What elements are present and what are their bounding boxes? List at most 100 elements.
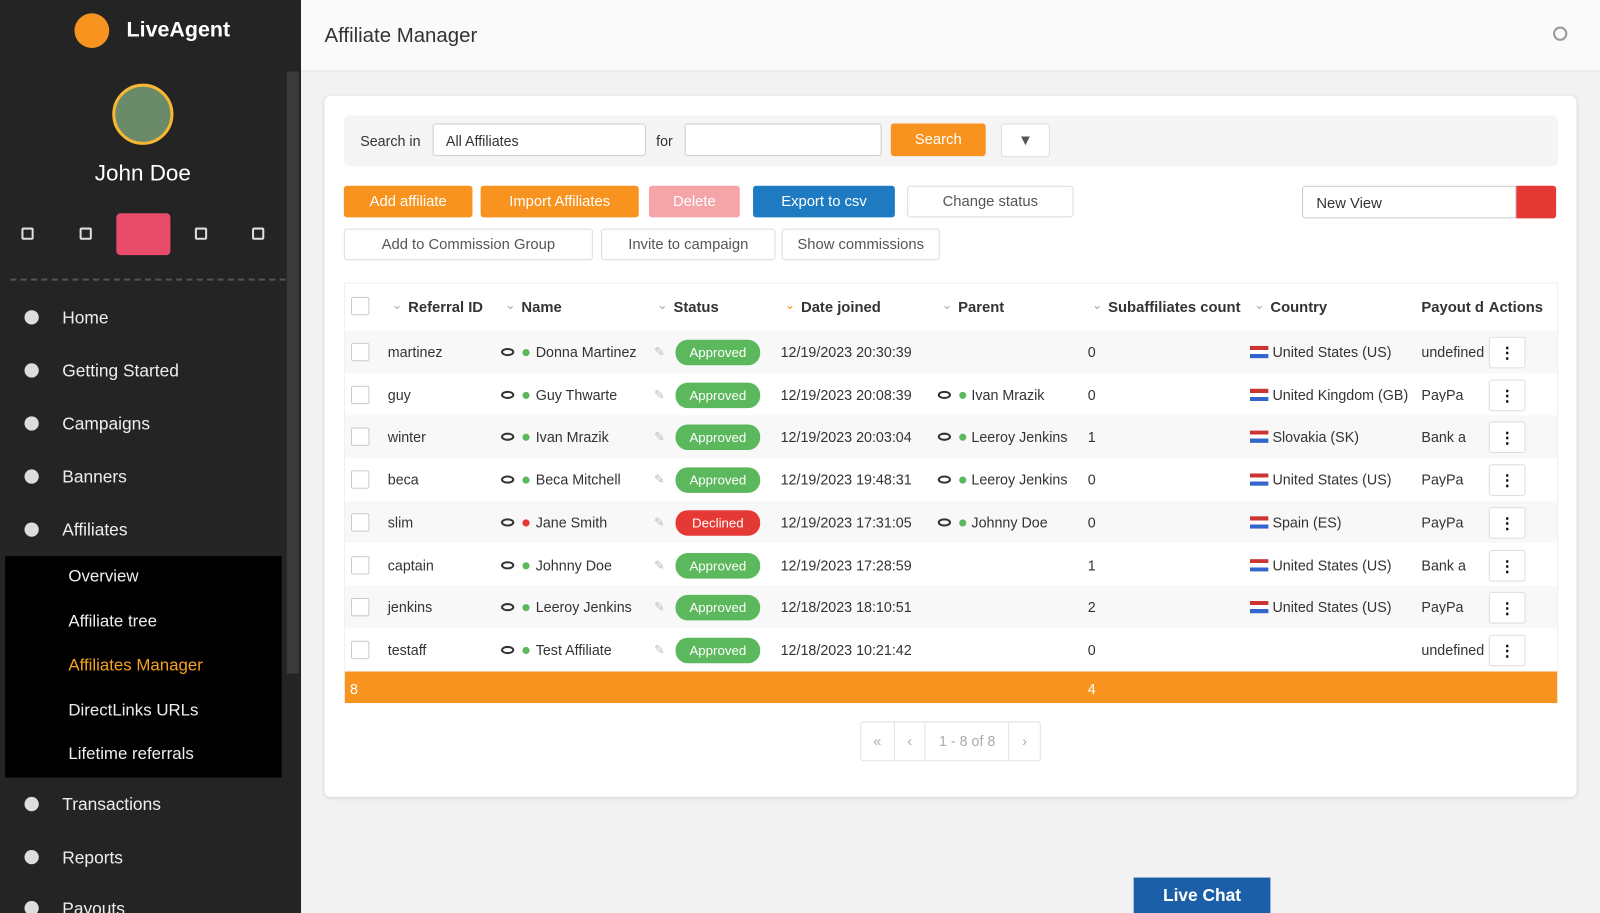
column-header[interactable]: Actions (1488, 299, 1544, 317)
submenu-item[interactable]: DirectLinks URLs (68, 700, 199, 719)
tool-icon[interactable] (21, 227, 34, 240)
submenu-item[interactable]: Affiliates Manager (68, 656, 203, 675)
parent-name[interactable]: Johnny Doe (971, 514, 1048, 531)
edit-icon[interactable]: ✎ (654, 387, 665, 402)
view-icon[interactable] (501, 645, 515, 654)
edit-view[interactable] (1516, 185, 1557, 219)
affiliate-name[interactable]: Donna Martinez (535, 343, 637, 361)
affiliate-name[interactable]: Guy Thwarte (535, 386, 618, 403)
action-button[interactable]: Delete (648, 185, 740, 218)
affiliate-name[interactable]: Test Affiliate (535, 641, 612, 659)
row-checkbox[interactable] (351, 470, 370, 489)
sort-icon[interactable]: ⌄ (941, 297, 953, 313)
sort-icon[interactable]: ⌄ (1254, 297, 1265, 313)
action-button[interactable]: Import Affiliates (480, 185, 639, 218)
view-icon[interactable] (501, 390, 515, 399)
sort-icon[interactable]: ⌄ (505, 297, 516, 313)
row-actions[interactable]: ⋮ (1488, 506, 1526, 539)
row-checkbox[interactable] (351, 342, 370, 362)
affiliate-name[interactable]: Jane Smith (535, 514, 608, 531)
menu-item[interactable]: Getting Started (62, 361, 179, 381)
search-button[interactable]: Search (890, 123, 986, 157)
menu-item[interactable]: Reports (62, 847, 123, 868)
column-header[interactable]: Name (521, 299, 562, 317)
edit-icon[interactable]: ✎ (654, 642, 665, 658)
sort-icon[interactable]: ⌄ (1091, 297, 1103, 313)
row-actions[interactable]: ⋮ (1488, 592, 1526, 624)
filter-button[interactable]: ▼ (1001, 123, 1050, 158)
edit-icon[interactable]: ✎ (654, 515, 665, 530)
view-icon[interactable] (501, 518, 515, 527)
first-page[interactable]: « (861, 722, 895, 761)
action-button[interactable]: Export to csv (753, 185, 895, 218)
menu-item[interactable]: Transactions (62, 794, 161, 815)
submenu-item[interactable]: Affiliate tree (68, 611, 157, 631)
refresh[interactable] (1553, 26, 1568, 41)
row-checkbox[interactable] (351, 513, 370, 532)
column-header[interactable]: Country (1270, 299, 1328, 317)
view-icon[interactable] (501, 560, 515, 569)
row-checkbox[interactable] (351, 640, 370, 660)
row-checkbox[interactable] (351, 385, 370, 404)
prev-page[interactable]: ‹ (895, 722, 926, 761)
view-icon[interactable] (937, 433, 952, 442)
view-icon[interactable] (937, 475, 952, 484)
row-actions[interactable]: ⋮ (1488, 634, 1526, 667)
row-checkbox[interactable] (351, 598, 370, 617)
heart-button[interactable] (116, 213, 171, 256)
view-icon[interactable] (501, 433, 515, 442)
row-actions[interactable]: ⋮ (1488, 464, 1526, 497)
sort-icon[interactable]: ⌄ (784, 297, 795, 313)
affiliate-name[interactable]: Beca Mitchell (535, 471, 621, 488)
submenu-item[interactable]: Overview (68, 567, 139, 586)
edit-icon[interactable]: ✎ (654, 472, 665, 487)
action-button[interactable]: Change status (907, 185, 1074, 218)
column-header[interactable]: Date joined (801, 299, 881, 317)
scope-select[interactable]: All Affiliates (432, 123, 646, 157)
search-input[interactable] (684, 123, 882, 157)
column-header[interactable]: Payout d (1421, 299, 1484, 317)
parent-name[interactable]: Leeroy Jenkins (971, 428, 1068, 446)
row-actions[interactable]: ⋮ (1488, 549, 1526, 582)
submenu-item[interactable]: Lifetime referrals (68, 744, 194, 764)
view-icon[interactable] (937, 390, 952, 399)
edit-icon[interactable]: ✎ (654, 344, 665, 360)
header-checkbox[interactable] (351, 296, 370, 316)
row-checkbox[interactable] (351, 427, 370, 447)
tool-icon[interactable] (79, 227, 92, 240)
sort-icon[interactable]: ⌄ (657, 297, 668, 313)
next-page[interactable]: › (1022, 732, 1028, 749)
tool-icon[interactable] (252, 227, 265, 240)
action-button[interactable]: Show commissions (781, 228, 940, 261)
edit-icon[interactable]: ✎ (654, 557, 665, 572)
column-header[interactable]: Subaffiliates count (1108, 299, 1241, 317)
parent-name[interactable]: Leeroy Jenkins (971, 471, 1068, 488)
action-button[interactable]: Add to Commission Group (343, 228, 593, 261)
menu-item[interactable]: Affiliates (62, 520, 128, 540)
affiliate-name[interactable]: Johnny Doe (535, 556, 612, 573)
menu-item[interactable]: Banners (62, 467, 127, 487)
view-icon[interactable] (501, 347, 515, 357)
edit-icon[interactable]: ✎ (654, 429, 665, 445)
row-actions[interactable]: ⋮ (1488, 336, 1526, 369)
affiliate-name[interactable]: Ivan Mrazik (535, 428, 609, 446)
menu-item[interactable]: Campaigns (62, 414, 150, 434)
tool-icon[interactable] (194, 227, 208, 240)
live-chat[interactable]: Live Chat (1133, 877, 1271, 913)
sort-icon[interactable]: ⌄ (391, 297, 403, 313)
view-icon[interactable] (501, 475, 515, 484)
view-select[interactable]: New View (1302, 185, 1517, 219)
row-checkbox[interactable] (351, 555, 370, 574)
parent-name[interactable]: Ivan Mrazik (971, 386, 1045, 403)
row-actions[interactable]: ⋮ (1488, 379, 1526, 411)
action-button[interactable]: Add affiliate (343, 185, 473, 218)
affiliate-name[interactable]: Leeroy Jenkins (535, 599, 632, 616)
edit-icon[interactable]: ✎ (654, 600, 665, 615)
view-icon[interactable] (501, 603, 515, 612)
column-header[interactable]: Parent (958, 299, 1005, 317)
action-button[interactable]: Invite to campaign (601, 228, 776, 261)
row-actions[interactable]: ⋮ (1488, 421, 1526, 454)
menu-item[interactable]: Home (62, 308, 109, 328)
column-header[interactable]: Status (673, 299, 719, 317)
column-header[interactable]: Referral ID (408, 299, 483, 317)
